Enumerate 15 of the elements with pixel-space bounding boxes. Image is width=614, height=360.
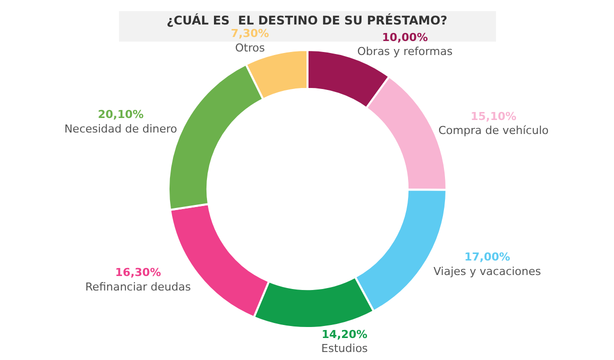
data-label: 20,10%: [98, 108, 144, 122]
slice-label: Estudios: [321, 342, 368, 356]
slice-label: Otros: [235, 41, 266, 54]
data-label: 7,30%: [230, 27, 270, 40]
slice-label: Refinanciar deudas: [85, 280, 192, 294]
data-label: 15,10%: [470, 110, 516, 123]
slice-label: Viajes y vacaciones: [434, 264, 542, 278]
data-label: 16,30%: [115, 266, 161, 280]
slice-label: Compra de vehículo: [438, 124, 549, 138]
slice-label: Obras y reformas: [357, 45, 453, 58]
data-label: 10,00%: [382, 30, 428, 44]
chart-title: ¿CUÁL ES EL DESTINO DE SU PRÉSTAMO?: [166, 12, 448, 28]
data-label: 17,00%: [464, 250, 510, 264]
slice-label: Necesidad de dinero: [64, 122, 178, 136]
data-label: 14,20%: [322, 328, 368, 341]
